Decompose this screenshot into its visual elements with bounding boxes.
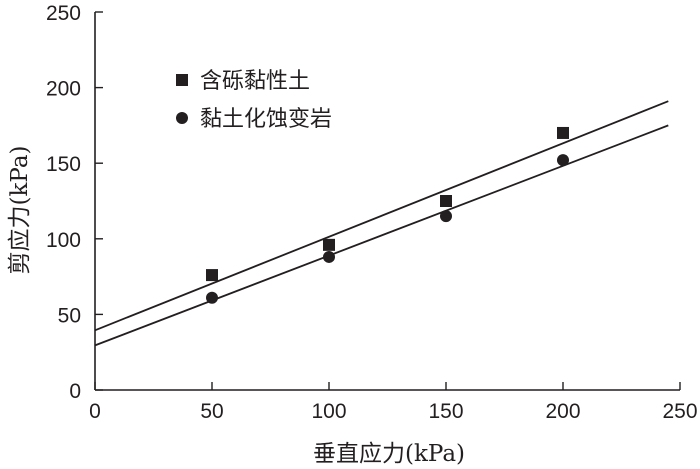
circle-marker	[323, 250, 335, 263]
x-tick-label: 250	[662, 400, 697, 423]
fit-line-1	[94, 100, 669, 332]
data-points	[206, 126, 569, 304]
x-tick-label: 50	[200, 400, 223, 423]
square-marker	[440, 195, 452, 207]
y-tick-label: 150	[46, 153, 81, 176]
square-marker	[323, 238, 335, 251]
x-axis-title: 垂直应力(kPa)	[313, 441, 465, 467]
circle-marker	[440, 210, 452, 223]
legend-label: 黏土化蚀变岩	[200, 107, 332, 132]
legend-label: 含砾黏性土	[200, 69, 310, 94]
square-marker	[557, 126, 569, 139]
x-tick-label: 200	[545, 400, 580, 423]
x-tick-label: 0	[89, 400, 101, 423]
legend-circle-marker	[176, 112, 188, 124]
y-tick-label: 200	[46, 78, 81, 101]
y-tick-label: 100	[46, 229, 81, 252]
fit-line-2	[94, 124, 669, 347]
square-marker	[206, 269, 218, 282]
fit-lines	[94, 100, 669, 347]
x-tick-label: 100	[311, 400, 346, 423]
legend-square-marker	[176, 74, 188, 86]
tick-marks	[94, 11, 681, 391]
axes	[94, 12, 680, 391]
x-tick-label: 150	[428, 400, 463, 423]
y-tick-label: 0	[69, 380, 81, 403]
circle-marker	[557, 154, 569, 167]
circle-marker	[206, 291, 218, 304]
y-axis-title: 剪应力(kPa)	[7, 145, 33, 274]
y-tick-label: 50	[58, 304, 81, 327]
tick-labels: 0 50 100 150 200 250 0 50 100 150 200 250	[46, 2, 698, 423]
y-tick-label: 250	[46, 2, 81, 25]
